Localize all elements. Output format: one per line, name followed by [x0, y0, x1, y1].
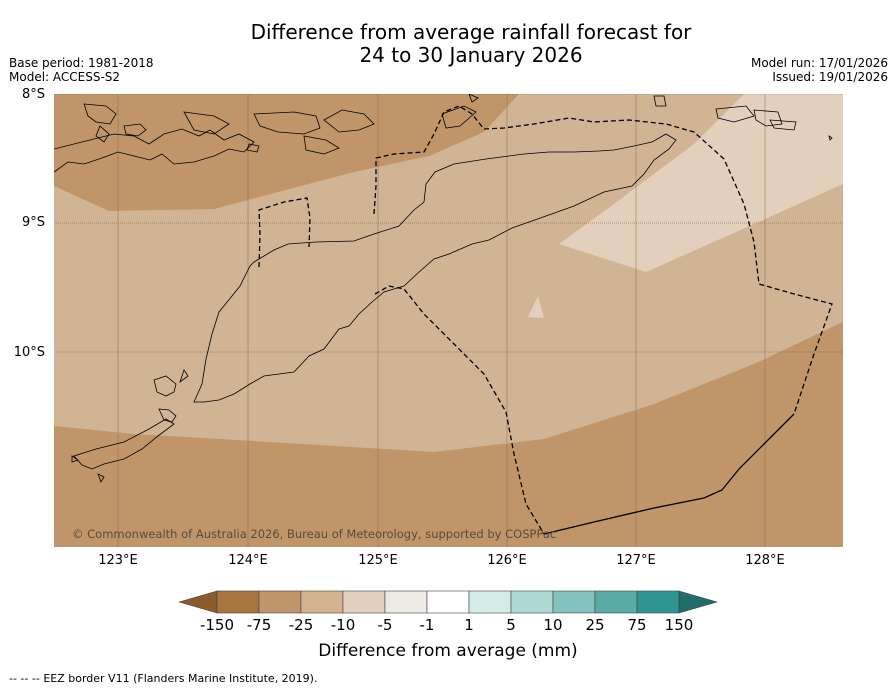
- eez-legend-symbol: -- -- --: [9, 672, 40, 685]
- rainfall-band-south-dark: [54, 322, 843, 547]
- lat-label-8s: 8°S: [21, 87, 45, 102]
- colorbar-label-m1: -1: [419, 616, 435, 634]
- eez-border-solid: [543, 413, 795, 535]
- lon-label-127e: 127°E: [616, 553, 656, 568]
- colorbar-label-5: 5: [506, 616, 516, 634]
- colorbar-segment: [384, 590, 428, 614]
- model-name: Model: ACCESS-S2: [9, 70, 121, 84]
- coastlines: [54, 94, 833, 483]
- colorbar-segment: [258, 590, 302, 614]
- colorbar-segment: [468, 590, 512, 614]
- lat-label-10s: 10°S: [13, 345, 45, 360]
- colorbar-extend-high: [678, 590, 719, 614]
- lat-label-9s: 9°S: [21, 215, 45, 230]
- colorbar-label-1: 1: [464, 616, 474, 634]
- colorbar-segment: [510, 590, 554, 614]
- colorbar-label-25: 25: [585, 616, 605, 634]
- lon-label-128e: 128°E: [745, 553, 785, 568]
- colorbar-title: Difference from average (mm): [318, 641, 578, 661]
- colorbar-label-75: 75: [627, 616, 647, 634]
- map-title-line2: 24 to 30 January 2026: [359, 43, 583, 67]
- colorbar-extend-low: [178, 590, 218, 614]
- lon-label-123e: 123°E: [98, 553, 138, 568]
- rainfall-map: © Commonwealth of Australia 2026, Bureau…: [54, 94, 843, 547]
- issued-date: Issued: 19/01/2026: [772, 70, 888, 84]
- lon-label-124e: 124°E: [228, 553, 268, 568]
- lon-label-125e: 125°E: [358, 553, 398, 568]
- colorbar: [178, 590, 719, 614]
- colorbar-label-10: 10: [543, 616, 563, 634]
- base-period: Base period: 1981-2018: [9, 56, 154, 70]
- colorbar-segment: [426, 590, 470, 614]
- model-run: Model run: 17/01/2026: [750, 56, 888, 70]
- colorbar-label-m75: -75: [246, 616, 272, 634]
- eez-legend-text: EEZ border V11 (Flanders Marine Institut…: [43, 672, 318, 685]
- colorbar-label-m5: -5: [377, 616, 393, 634]
- colorbar-segment: [594, 590, 638, 614]
- eez-legend: -- -- -- EEZ border V11 (Flanders Marine…: [9, 672, 317, 685]
- rainfall-patch-small: [528, 296, 544, 318]
- colorbar-segment: [300, 590, 344, 614]
- rainfall-band-nw-dark: [54, 94, 519, 211]
- map-title-line1: Difference from average rainfall forecas…: [250, 20, 692, 44]
- colorbar-label-150: 150: [664, 616, 694, 634]
- eez-border: [258, 105, 833, 535]
- colorbar-label-m25: -25: [288, 616, 314, 634]
- colorbar-label-m10: -10: [330, 616, 356, 634]
- colorbar-label-m150: -150: [199, 616, 235, 634]
- colorbar-segment: [342, 590, 386, 614]
- rainfall-band-ne-light: [559, 94, 843, 272]
- colorbar-segment: [552, 590, 596, 614]
- colorbar-segment: [216, 590, 260, 614]
- colorbar-segment: [636, 590, 680, 614]
- copyright-text: © Commonwealth of Australia 2026, Bureau…: [72, 527, 556, 541]
- lon-label-126e: 126°E: [487, 553, 527, 568]
